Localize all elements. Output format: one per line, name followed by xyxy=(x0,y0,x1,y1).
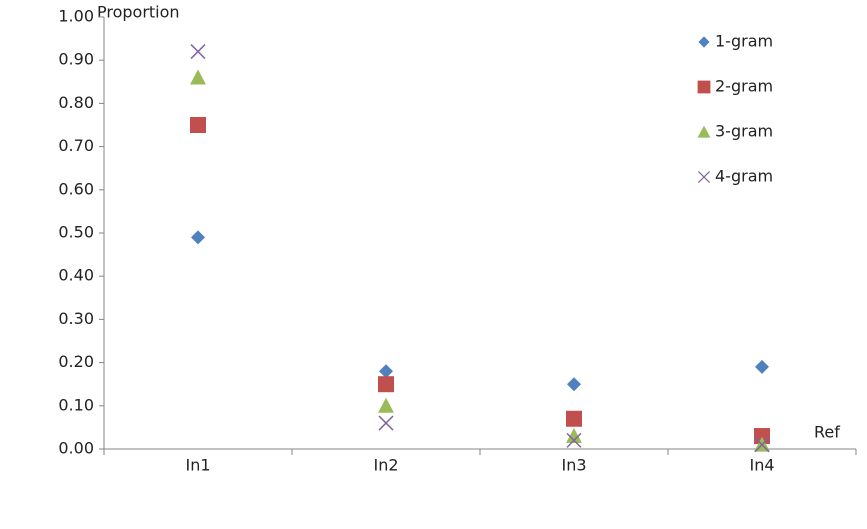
data-point xyxy=(754,437,770,453)
legend-marker xyxy=(697,170,711,184)
x-tick-label: In4 xyxy=(749,456,774,475)
data-point xyxy=(190,44,206,60)
y-tick-label: 0.70 xyxy=(58,136,94,155)
y-tick-label: 0.50 xyxy=(58,223,94,242)
y-tick-label: 0.10 xyxy=(58,395,94,414)
data-point xyxy=(566,410,582,427)
legend-marker xyxy=(697,125,711,138)
y-tick-label: 0.20 xyxy=(58,352,94,371)
data-point xyxy=(191,230,205,245)
y-tick-label: 0.60 xyxy=(58,179,94,198)
data-point xyxy=(566,432,582,448)
legend-label: 1-gram xyxy=(715,32,773,51)
legend-label: 4-gram xyxy=(715,167,773,186)
data-point xyxy=(755,359,769,374)
data-point xyxy=(378,376,394,393)
legend-label: 2-gram xyxy=(715,77,773,96)
x-tick-label: In1 xyxy=(185,456,210,475)
x-axis-label: Ref xyxy=(814,423,840,442)
x-tick-label: In3 xyxy=(561,456,586,475)
legend-marker xyxy=(697,80,711,94)
y-axis-label: Proportion xyxy=(97,3,180,22)
data-point xyxy=(566,428,582,444)
x-tick-label: In2 xyxy=(373,456,398,475)
y-tick-label: 0.40 xyxy=(58,266,94,285)
data-point xyxy=(379,364,393,379)
y-tick-label: 0.80 xyxy=(58,93,94,112)
legend-marker xyxy=(698,36,710,48)
data-point xyxy=(378,415,394,431)
y-tick-label: 0.30 xyxy=(58,309,94,328)
data-point xyxy=(567,377,581,392)
legend-label: 3-gram xyxy=(715,122,773,141)
y-tick-label: 0.90 xyxy=(58,50,94,69)
data-point xyxy=(190,117,206,133)
data-point xyxy=(190,69,206,85)
data-point xyxy=(378,397,394,413)
y-tick-label: 1.00 xyxy=(58,7,94,26)
y-tick-label: 0.00 xyxy=(58,439,94,458)
